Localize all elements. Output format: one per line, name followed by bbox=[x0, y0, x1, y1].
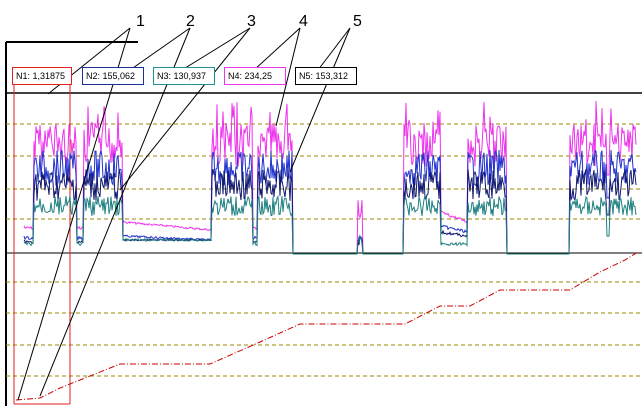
callout-label-2: 2 bbox=[186, 13, 195, 30]
cumulative-trend bbox=[15, 251, 639, 401]
plot-frame bbox=[5, 41, 642, 406]
signal-teal-trace bbox=[23, 194, 637, 255]
dashed-grid bbox=[6, 123, 642, 377]
trend-line bbox=[15, 251, 639, 401]
red-marker bbox=[13, 85, 71, 405]
legend-channel-3: N3: 130,937 bbox=[153, 67, 215, 85]
callout-label-4: 4 bbox=[299, 13, 308, 30]
leader-5a bbox=[317, 27, 351, 71]
leader-2a bbox=[129, 27, 191, 71]
legend-channel-1: N1: 1,31875 bbox=[12, 67, 72, 85]
legend-channel-5: N5: 153,312 bbox=[295, 67, 357, 85]
legend-channel-2: N2: 155,062 bbox=[82, 67, 144, 85]
callout-label-3: 3 bbox=[247, 13, 256, 30]
leader-1a bbox=[17, 27, 131, 401]
leader-3b bbox=[119, 27, 251, 191]
leader-5b bbox=[289, 27, 351, 173]
signal-blue-trace bbox=[23, 149, 637, 255]
leader-3a bbox=[181, 27, 251, 71]
callout-labels: 1 2 3 4 5 bbox=[136, 13, 362, 30]
callout-label-1: 1 bbox=[136, 13, 145, 30]
signal-traces bbox=[23, 100, 637, 255]
leader-2b bbox=[39, 27, 191, 397]
leader-4a bbox=[253, 27, 301, 71]
leader-4b bbox=[275, 27, 301, 127]
callout-label-5: 5 bbox=[353, 13, 362, 30]
legend-channel-4: N4: 234,25 bbox=[224, 67, 286, 85]
